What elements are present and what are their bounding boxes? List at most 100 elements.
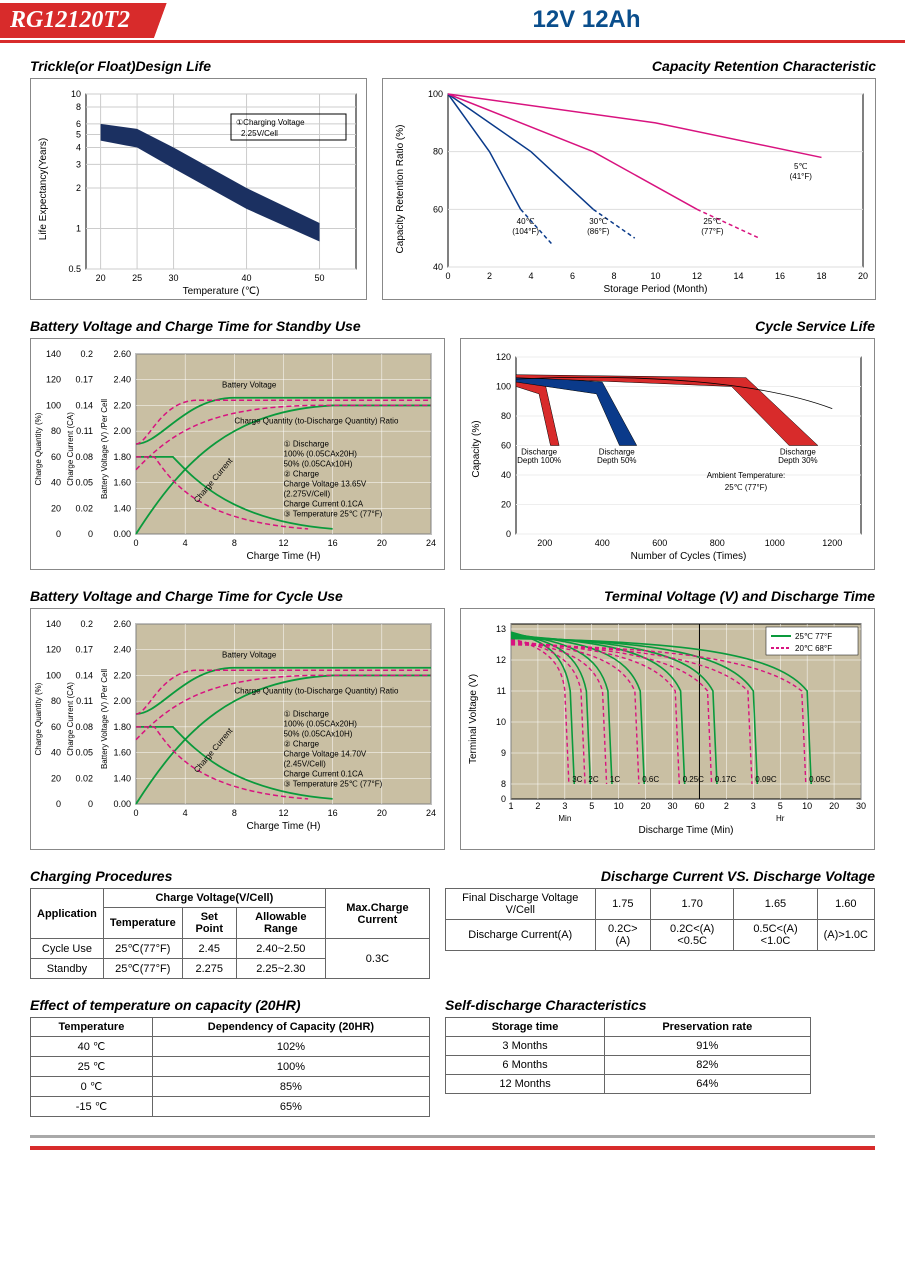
svg-text:100: 100 xyxy=(46,670,61,680)
svg-text:20: 20 xyxy=(377,808,387,818)
svg-text:10: 10 xyxy=(71,89,81,99)
svg-text:0.11: 0.11 xyxy=(76,696,93,706)
svg-text:100% (0.05CAx20H): 100% (0.05CAx20H) xyxy=(284,719,358,728)
svg-text:Ambient Temperature:: Ambient Temperature: xyxy=(707,471,786,480)
svg-text:20℃ 68°F: 20℃ 68°F xyxy=(795,644,832,653)
svg-text:Battery Voltage (V) /Per Cell: Battery Voltage (V) /Per Cell xyxy=(100,399,109,499)
charging-proc-table: ApplicationCharge Voltage(V/Cell)Max.Cha… xyxy=(30,888,430,979)
svg-text:10: 10 xyxy=(802,801,812,811)
svg-text:25℃: 25℃ xyxy=(703,217,721,226)
svg-text:1C: 1C xyxy=(610,775,620,784)
svg-text:0.02: 0.02 xyxy=(75,503,93,513)
svg-text:Charge Current (CA): Charge Current (CA) xyxy=(66,412,75,486)
svg-text:200: 200 xyxy=(537,538,552,548)
svg-text:10: 10 xyxy=(496,717,506,727)
svg-text:50: 50 xyxy=(315,273,325,283)
svg-text:Charge Current 0.1CA: Charge Current 0.1CA xyxy=(284,499,364,508)
svg-text:Discharge: Discharge xyxy=(521,447,558,456)
svg-text:4: 4 xyxy=(76,143,81,153)
terminal-title: Terminal Voltage (V) and Discharge Time xyxy=(460,588,875,604)
svg-text:Discharge: Discharge xyxy=(599,447,636,456)
svg-text:2.40: 2.40 xyxy=(113,645,131,655)
svg-text:140: 140 xyxy=(46,349,61,359)
svg-text:50% (0.05CAx10H): 50% (0.05CAx10H) xyxy=(284,459,353,468)
svg-text:2.00: 2.00 xyxy=(113,426,131,436)
svg-text:Life Expectancy(Years): Life Expectancy(Years) xyxy=(38,138,49,240)
svg-text:16: 16 xyxy=(328,808,338,818)
svg-text:100: 100 xyxy=(428,89,443,99)
svg-text:1000: 1000 xyxy=(765,538,785,548)
svg-text:12: 12 xyxy=(496,655,506,665)
svg-text:0.08: 0.08 xyxy=(75,722,93,732)
svg-text:Charge Quantity (to-Discharge: Charge Quantity (to-Discharge Quantity) … xyxy=(234,686,399,695)
svg-text:Capacity (%): Capacity (%) xyxy=(471,420,482,477)
svg-text:0: 0 xyxy=(501,794,506,804)
svg-text:1: 1 xyxy=(76,224,81,234)
retention-title: Capacity Retention Characteristic xyxy=(382,58,876,74)
svg-text:13: 13 xyxy=(496,624,506,634)
svg-text:0.17C: 0.17C xyxy=(715,775,737,784)
svg-text:30: 30 xyxy=(169,273,179,283)
svg-text:0: 0 xyxy=(88,799,93,809)
svg-text:120: 120 xyxy=(46,375,61,385)
svg-text:10: 10 xyxy=(650,271,660,281)
svg-text:12: 12 xyxy=(692,271,702,281)
svg-text:40℃: 40℃ xyxy=(517,217,535,226)
cycle-title: Battery Voltage and Charge Time for Cycl… xyxy=(30,588,445,604)
svg-text:24: 24 xyxy=(426,538,436,548)
svg-text:0.5: 0.5 xyxy=(68,264,81,274)
svg-text:(41°F): (41°F) xyxy=(790,172,813,181)
svg-text:Charge Current (CA): Charge Current (CA) xyxy=(66,682,75,756)
svg-text:0: 0 xyxy=(445,271,450,281)
svg-text:2.40: 2.40 xyxy=(113,375,131,385)
temp-effect-title: Effect of temperature on capacity (20HR) xyxy=(30,997,430,1013)
svg-text:2.20: 2.20 xyxy=(113,400,131,410)
svg-text:40: 40 xyxy=(51,748,61,758)
svg-text:2.25V/Cell: 2.25V/Cell xyxy=(241,129,278,138)
svg-text:140: 140 xyxy=(46,619,61,629)
svg-text:Depth 50%: Depth 50% xyxy=(597,456,637,465)
svg-text:Capacity Retention Ratio (%): Capacity Retention Ratio (%) xyxy=(395,125,406,254)
svg-text:0.14: 0.14 xyxy=(75,670,93,680)
svg-text:2.20: 2.20 xyxy=(113,670,131,680)
svg-text:0.11: 0.11 xyxy=(76,426,93,436)
svg-text:80: 80 xyxy=(51,696,61,706)
svg-text:(104°F): (104°F) xyxy=(512,227,539,236)
svg-text:0.05: 0.05 xyxy=(75,748,93,758)
svg-text:1: 1 xyxy=(508,801,513,811)
svg-text:40: 40 xyxy=(242,273,252,283)
svg-text:8: 8 xyxy=(232,808,237,818)
svg-text:1.60: 1.60 xyxy=(113,748,131,758)
svg-text:3: 3 xyxy=(562,801,567,811)
svg-text:0.2: 0.2 xyxy=(80,619,93,629)
svg-text:0: 0 xyxy=(56,529,61,539)
svg-text:Hr: Hr xyxy=(776,814,785,823)
svg-text:50% (0.05CAx10H): 50% (0.05CAx10H) xyxy=(284,729,353,738)
svg-text:60: 60 xyxy=(694,801,704,811)
svg-text:6: 6 xyxy=(76,119,81,129)
svg-text:10: 10 xyxy=(614,801,624,811)
svg-text:Charge Time (H): Charge Time (H) xyxy=(247,551,321,562)
svg-text:2: 2 xyxy=(76,183,81,193)
svg-text:3: 3 xyxy=(751,801,756,811)
self-discharge-table: Storage timePreservation rate 3 Months91… xyxy=(445,1017,811,1094)
svg-text:6: 6 xyxy=(570,271,575,281)
svg-text:0.05C: 0.05C xyxy=(809,775,831,784)
svg-text:800: 800 xyxy=(710,538,725,548)
svg-text:(2.275V/Cell): (2.275V/Cell) xyxy=(284,489,331,498)
svg-text:20: 20 xyxy=(51,503,61,513)
svg-text:(77°F): (77°F) xyxy=(701,227,724,236)
svg-text:18: 18 xyxy=(816,271,826,281)
svg-text:0: 0 xyxy=(88,529,93,539)
svg-text:120: 120 xyxy=(46,645,61,655)
svg-text:0.17: 0.17 xyxy=(75,645,93,655)
svg-text:40: 40 xyxy=(433,262,443,272)
svg-text:8: 8 xyxy=(232,538,237,548)
svg-text:(2.45V/Cell): (2.45V/Cell) xyxy=(284,759,327,768)
svg-text:1.40: 1.40 xyxy=(113,773,131,783)
svg-text:100: 100 xyxy=(496,382,511,392)
svg-text:11: 11 xyxy=(497,686,506,696)
svg-text:Charge Quantity (%): Charge Quantity (%) xyxy=(34,412,43,485)
svg-text:40: 40 xyxy=(501,470,511,480)
svg-text:1.40: 1.40 xyxy=(113,503,131,513)
